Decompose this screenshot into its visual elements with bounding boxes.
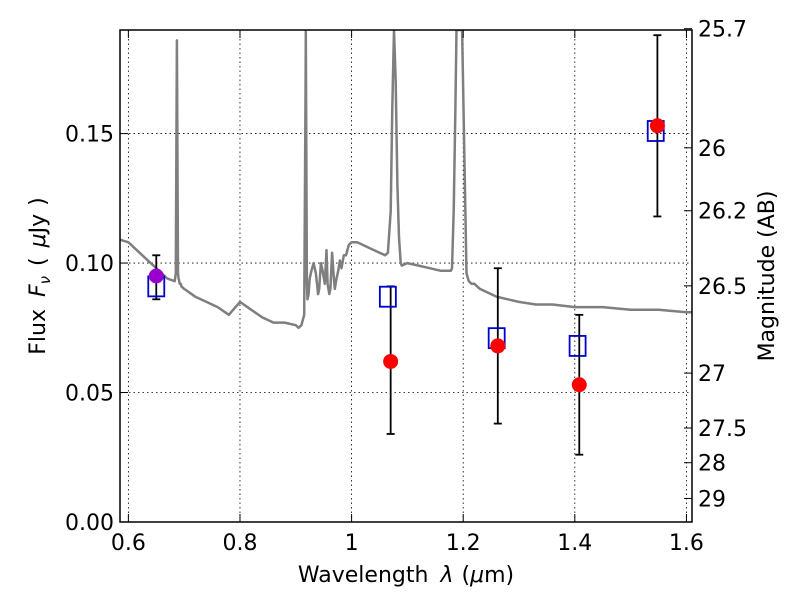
x-axis-title-unit: m) xyxy=(484,563,514,588)
x-axis-title-unit-mu: μ xyxy=(469,563,484,588)
measured-flux-point xyxy=(383,353,399,369)
x-tick-label: 1.4 xyxy=(557,531,592,556)
x-tick-label: 0.6 xyxy=(111,531,146,556)
measured-flux-point xyxy=(490,338,506,354)
model-spectrum-line xyxy=(120,30,692,330)
y2-tick-label: 26 xyxy=(698,137,726,162)
measured-flux-point xyxy=(571,377,587,393)
y-axis-title-subscript: ν xyxy=(36,276,54,284)
measured-flux-point xyxy=(649,118,665,134)
x-axis-title: Wavelength λ (μm) xyxy=(298,563,514,588)
y-axis-title-symbol: F xyxy=(26,284,51,297)
y2-tick-label: 26.5 xyxy=(698,275,747,300)
y2-axis: 25.7 26 26.2 26.5 27 27.5 28 29 xyxy=(684,18,747,512)
x-tick-label: 1.6 xyxy=(669,531,704,556)
x-axis-title-prefix: Wavelength xyxy=(298,563,429,588)
x-tick-label: 0.8 xyxy=(222,531,257,556)
markers-group xyxy=(147,118,665,393)
y2-tick-label: 28 xyxy=(698,452,726,477)
y-axis-title-close: ) xyxy=(26,197,51,206)
x-axis-title-unit-open: ( xyxy=(461,563,470,588)
model-spectrum-group xyxy=(120,30,692,330)
y2-axis-title: Magnitude (AB) xyxy=(755,191,780,362)
model-photometry-square xyxy=(378,285,397,308)
y-tick-label: 0.10 xyxy=(65,252,114,277)
y2-tick-label: 27 xyxy=(698,362,726,387)
x-axis: 0.6 0.8 1 1.2 1.4 1.6 xyxy=(111,30,704,556)
model-photometry-square xyxy=(568,335,587,357)
y-axis-title: Flux Fν ( μJy) xyxy=(26,197,54,354)
y-tick-label: 0.00 xyxy=(65,511,114,536)
y-axis-title-unit: Jy xyxy=(26,214,51,236)
y2-tick-label: 27.5 xyxy=(698,417,747,442)
y-axis: 0.00 0.05 0.10 0.15 xyxy=(65,123,128,536)
y-axis-title-unit-mu: μ xyxy=(26,233,51,248)
x-axis-title-symbol: λ xyxy=(439,563,453,588)
x-tick-label: 1.2 xyxy=(446,531,481,556)
y-tick-label: 0.15 xyxy=(65,123,114,148)
x-tick-label: 1 xyxy=(345,531,359,556)
y2-tick-label: 29 xyxy=(698,487,726,512)
y2-tick-label: 25.7 xyxy=(698,18,747,43)
measured-flux-point xyxy=(148,268,164,284)
y-axis-title-prefix: Flux xyxy=(26,309,51,355)
y2-tick-label: 26.2 xyxy=(698,200,747,225)
plot-frame xyxy=(119,29,693,523)
y-tick-label: 0.05 xyxy=(65,382,114,407)
y-axis-title-open: ( xyxy=(26,257,51,266)
